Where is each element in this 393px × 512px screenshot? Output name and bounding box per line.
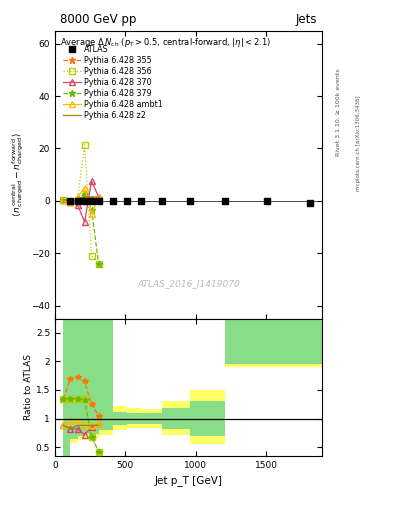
Text: mcplots.cern.ch [arXiv:1306.3436]: mcplots.cern.ch [arXiv:1306.3436] (356, 96, 361, 191)
Text: Average $\Delta\,N_{\rm ch}$ ($p_{\rm T}{>}0.5$, central-forward, $|\eta| < 2.1$: Average $\Delta\,N_{\rm ch}$ ($p_{\rm T}… (61, 36, 272, 50)
Y-axis label: Ratio to ATLAS: Ratio to ATLAS (24, 354, 33, 420)
Text: Jets: Jets (296, 13, 317, 27)
X-axis label: Jet p_T [GeV]: Jet p_T [GeV] (154, 475, 223, 486)
Text: 8000 GeV pp: 8000 GeV pp (61, 13, 137, 27)
Y-axis label: $\langle\,n^{\rm central}_{\rm charged} - n^{\rm forward}_{\rm charged}\,\rangle: $\langle\,n^{\rm central}_{\rm charged} … (10, 132, 26, 218)
Legend: ATLAS, Pythia 6.428 355, Pythia 6.428 356, Pythia 6.428 370, Pythia 6.428 379, P: ATLAS, Pythia 6.428 355, Pythia 6.428 35… (62, 44, 165, 122)
Text: ATLAS_2016_I1419070: ATLAS_2016_I1419070 (137, 280, 240, 289)
Text: Rivet 3.1.10, ≥ 100k events: Rivet 3.1.10, ≥ 100k events (336, 69, 341, 157)
